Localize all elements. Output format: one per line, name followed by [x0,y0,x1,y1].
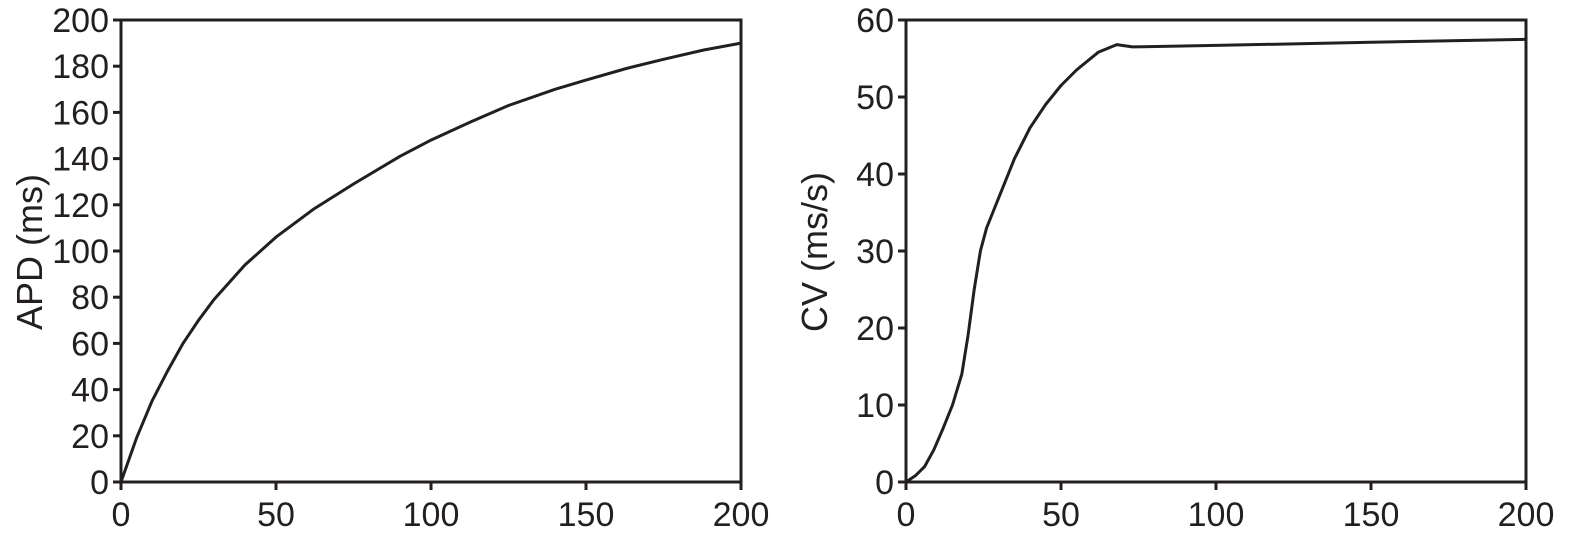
apd-x-tick-label: 100 [403,496,460,534]
apd-x-tick-label: 200 [713,496,770,534]
apd-series-line [119,41,743,484]
cv-x-tick-label: 200 [1498,496,1555,534]
cv-y-tick-label: 30 [856,233,894,271]
apd-y-tick-label: 40 [71,372,109,410]
apd-y-tick-label: 160 [52,94,109,132]
apd-y-tick-label: 20 [71,418,109,456]
cv-plot-frame [904,18,1528,484]
apd-x-tick-label: 150 [558,496,615,534]
apd-x-tick-label: 0 [112,496,131,534]
apd-y-tick-label: 60 [71,325,109,363]
apd-y-tick-label: 140 [52,141,109,179]
cv-y-tick-label: 40 [856,156,894,194]
apd-y-tick-label: 80 [71,279,109,317]
apd-y-tick-label: 0 [90,464,109,502]
cv-y-axis-label: CV (ms/s) [794,172,835,332]
apd-y-tick-label: 100 [52,233,109,271]
cv-x-tick-label: 100 [1188,496,1245,534]
cv-x-tick-label: 50 [1042,496,1080,534]
cv-y-tick-label: 50 [856,79,894,117]
apd-y-tick-label: 180 [52,48,109,86]
cv-x-tick-label: 150 [1343,496,1400,534]
cv-y-tick-label: 60 [856,2,894,40]
apd-chart: APD (ms) 0 50 100 150 200 0 20 40 60 80 100 120 140 1… [9,2,769,534]
apd-y-tick-label: 120 [52,187,109,225]
apd-plot-frame [119,18,743,484]
apd-y-tick-label: 200 [52,2,109,40]
cv-y-tick-label: 0 [875,464,894,502]
cv-chart: CV (ms/s) 0 50 100 150 200 0 10 20 30 40 50 60 [794,2,1554,534]
cv-y-tick-label: 10 [856,387,894,425]
cv-y-tick-label: 20 [856,310,894,348]
cv-series-line [904,37,1528,484]
apd-y-axis-label: APD (ms) [9,174,50,330]
cv-x-tick-label: 0 [897,496,916,534]
apd-x-tick-label: 50 [257,496,295,534]
